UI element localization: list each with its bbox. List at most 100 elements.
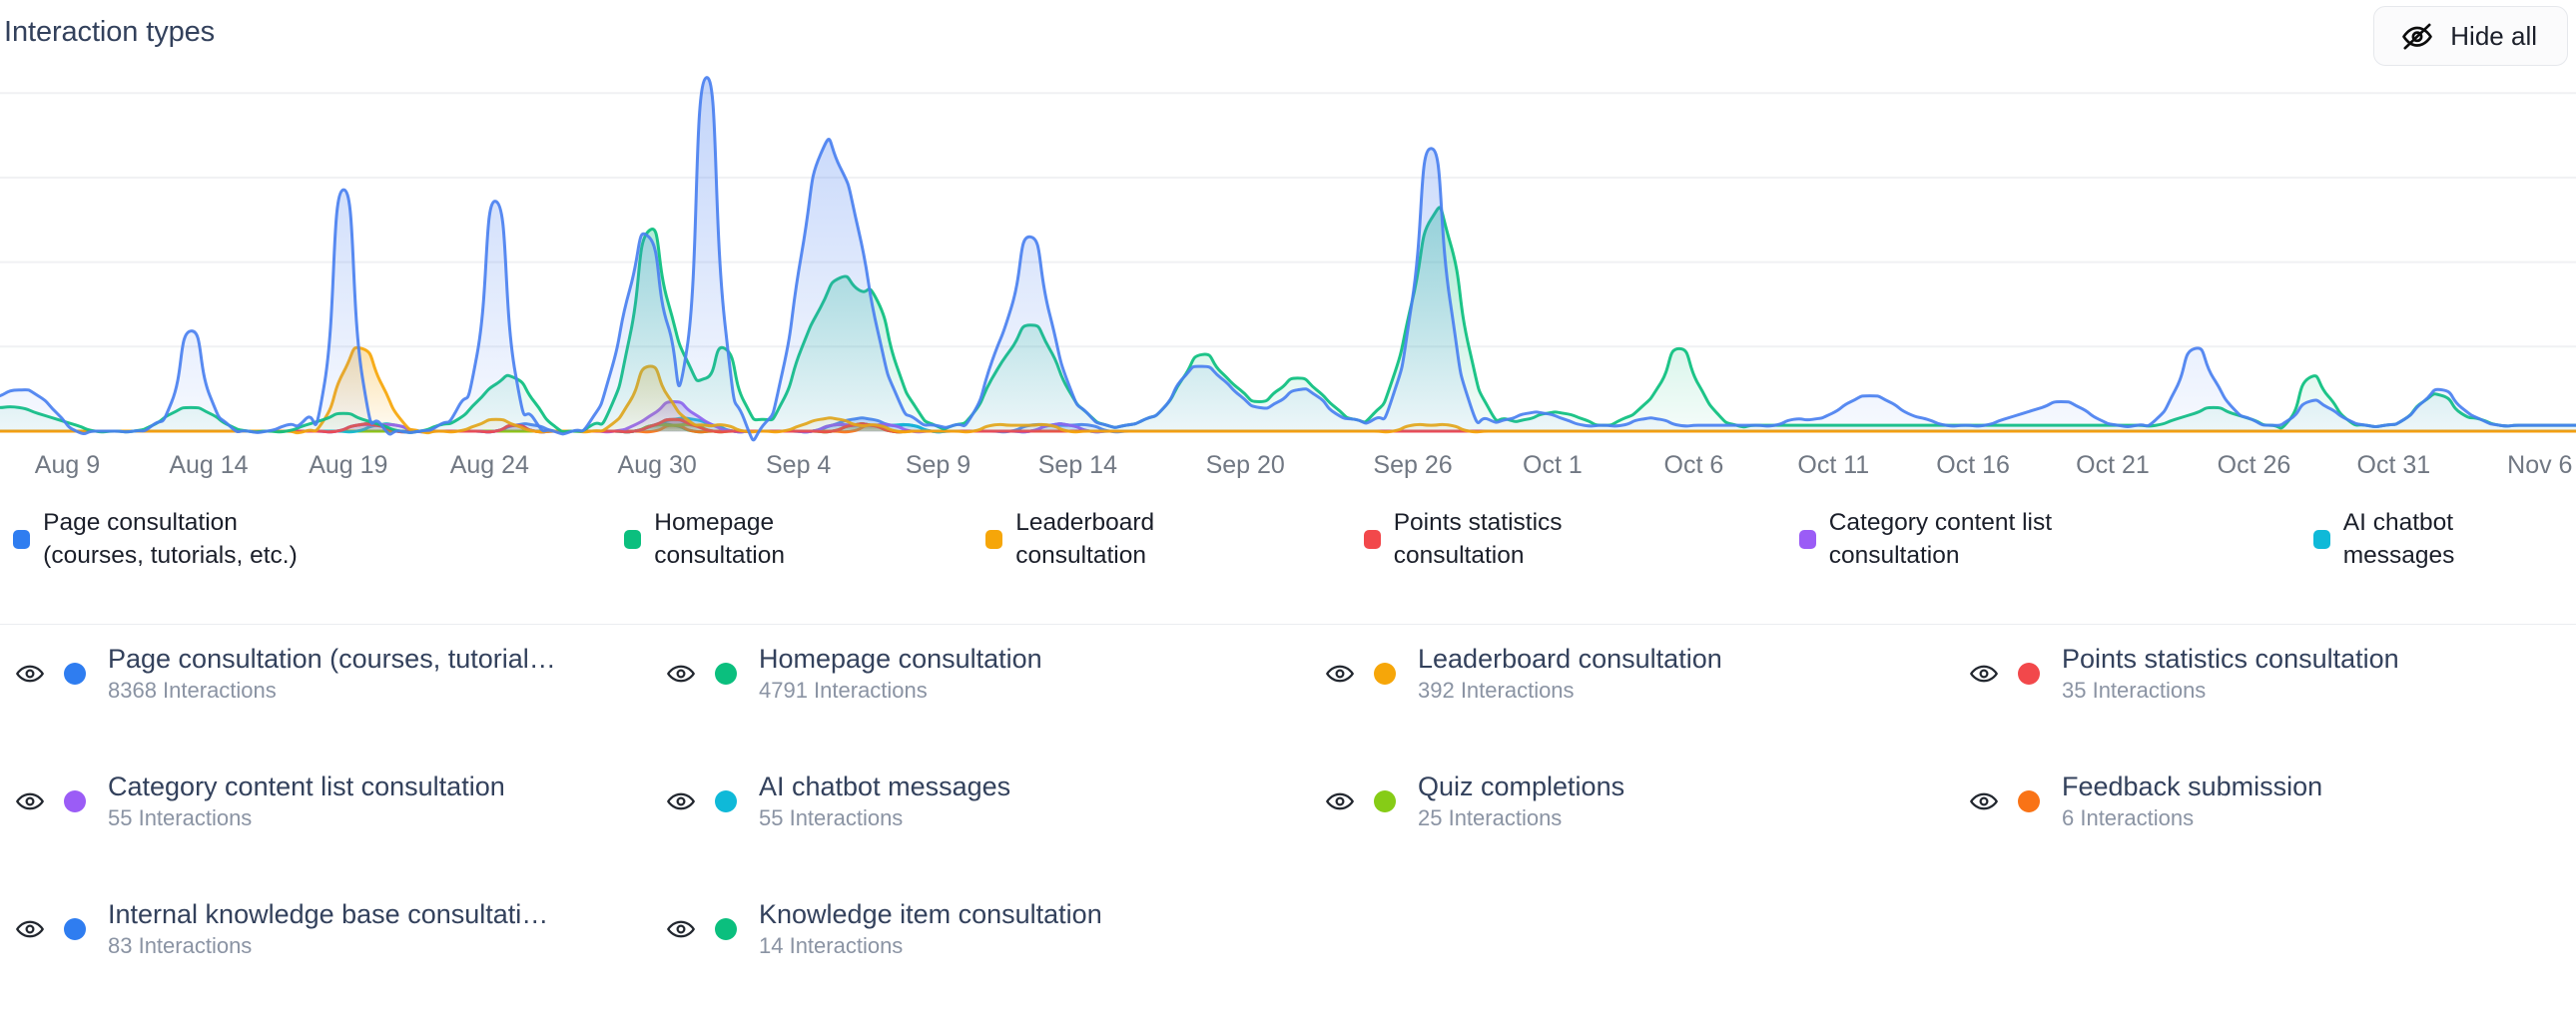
series-label: Page consultation (courses, tutorial…	[108, 644, 556, 674]
chart-canvas[interactable]	[0, 60, 2576, 449]
series-label: Homepage consultation	[759, 644, 1042, 674]
series-list-item[interactable]: Internal knowledge base consultati… 83 In…	[8, 899, 548, 958]
legend-color-swatch	[624, 530, 642, 550]
x-axis-tick: Aug 30	[617, 451, 697, 479]
chart-series-areas	[0, 76, 2576, 442]
series-interaction-count: 55 Interactions	[108, 805, 253, 831]
eye-icon[interactable]	[1962, 779, 2006, 823]
series-line	[0, 76, 2576, 442]
eye-icon[interactable]	[8, 907, 52, 951]
series-list-item[interactable]: Feedback submission 6 Interactions	[1962, 771, 2322, 830]
eye-icon[interactable]	[8, 779, 52, 823]
section-divider	[0, 624, 2576, 625]
series-interaction-count: 14 Interactions	[759, 933, 904, 959]
series-label: Points statistics consultation	[2062, 644, 2399, 674]
legend-color-swatch	[1363, 530, 1381, 550]
series-text-block: Feedback submission 6 Interactions	[2062, 771, 2322, 830]
series-color-dot	[64, 917, 86, 940]
series-interaction-count: 83 Interactions	[108, 933, 253, 959]
eye-icon[interactable]	[8, 652, 52, 696]
x-axis-tick: Oct 1	[1523, 451, 1583, 479]
series-list-item[interactable]: Knowledge item consultation 14 Interactio…	[659, 899, 1102, 958]
x-axis-tick: Aug 24	[449, 451, 529, 479]
series-list-item[interactable]: Category content list consultation 55 Int…	[8, 771, 505, 830]
x-axis-tick: Oct 21	[2076, 451, 2150, 479]
legend-item[interactable]: AI chatbot messages	[2312, 507, 2455, 572]
series-label: Knowledge item consultation	[759, 899, 1102, 929]
chart-x-axis: Aug 9 Aug 14 Aug 19 Aug 24 Aug 30 Sep 4 Sep 9 S…	[0, 451, 2576, 495]
interaction-area-chart[interactable]	[0, 60, 2576, 449]
legend-label: Category content list consultation	[1828, 509, 2053, 569]
x-axis-tick: Oct 31	[2356, 451, 2431, 479]
series-label: Category content list consultation	[108, 771, 505, 801]
x-axis-tick: Sep 26	[1373, 451, 1453, 479]
series-interaction-count: 55 Interactions	[759, 805, 904, 831]
legend-item[interactable]: Leaderboard consultation	[985, 507, 1154, 572]
legend-label: Points statistics consultation	[1393, 509, 1563, 569]
eye-icon[interactable]	[659, 779, 703, 823]
eye-icon[interactable]	[1318, 779, 1362, 823]
x-axis-tick: Nov 6	[2507, 451, 2573, 479]
chart-legend: Page consultation (courses, tutorials, e…	[0, 507, 2576, 595]
x-axis-tick: Oct 26	[2217, 451, 2291, 479]
legend-color-swatch	[2312, 530, 2330, 550]
series-interaction-count: 25 Interactions	[1418, 805, 1563, 831]
series-list-item[interactable]: Page consultation (courses, tutorial… 836…	[8, 644, 556, 703]
series-list-item[interactable]: Leaderboard consultation 392 Interactions	[1318, 644, 1722, 703]
series-label: Internal knowledge base consultati…	[108, 899, 549, 929]
series-interaction-count: 4791 Interactions	[759, 678, 928, 704]
series-list-item[interactable]: AI chatbot messages 55 Interactions	[659, 771, 1010, 830]
series-list-item[interactable]: Quiz completions 25 Interactions	[1318, 771, 1624, 830]
series-label: AI chatbot messages	[759, 771, 1011, 801]
series-text-block: Knowledge item consultation 14 Interactio…	[759, 899, 1102, 958]
series-text-block: Leaderboard consultation 392 Interactions	[1418, 644, 1722, 703]
x-axis-tick: Sep 14	[1037, 451, 1117, 479]
legend-item[interactable]: Points statistics consultation	[1363, 507, 1563, 572]
series-text-block: Category content list consultation 55 Int…	[108, 771, 505, 830]
x-axis-tick: Oct 16	[1936, 451, 2010, 479]
x-axis-tick: Sep 4	[765, 451, 832, 479]
series-area	[0, 77, 2576, 440]
series-interaction-count: 35 Interactions	[2062, 678, 2207, 704]
x-axis-tick: Aug 9	[34, 451, 101, 479]
legend-item[interactable]: Homepage consultation	[624, 507, 785, 572]
series-color-dot	[715, 789, 737, 812]
series-text-block: Page consultation (courses, tutorial… 836…	[108, 644, 556, 703]
legend-item[interactable]: Page consultation (courses, tutorials, e…	[13, 507, 298, 572]
page-title: Interaction types	[4, 16, 216, 48]
hide-all-label: Hide all	[2450, 20, 2537, 51]
legend-label: Leaderboard consultation	[1015, 509, 1155, 569]
series-color-dot	[2018, 662, 2040, 685]
series-list-item[interactable]: Homepage consultation 4791 Interactions	[659, 644, 1042, 703]
legend-label: AI chatbot messages	[2342, 509, 2455, 569]
series-label: Quiz completions	[1418, 771, 1625, 801]
eye-icon[interactable]	[1318, 652, 1362, 696]
series-text-block: Internal knowledge base consultati… 83 In…	[108, 899, 548, 958]
series-list-item[interactable]: Points statistics consultation 35 Interac…	[1962, 644, 2399, 703]
series-text-block: AI chatbot messages 55 Interactions	[759, 771, 1010, 830]
series-color-dot	[1374, 789, 1396, 812]
eye-icon[interactable]	[659, 652, 703, 696]
series-color-dot	[715, 662, 737, 685]
series-color-dot	[715, 917, 737, 940]
x-axis-tick: Oct 11	[1797, 451, 1870, 479]
eye-off-icon	[2400, 19, 2434, 53]
series-toggle-list: Page consultation (courses, tutorial… 836…	[0, 644, 2576, 1013]
legend-label: Homepage consultation	[654, 509, 786, 569]
series-interaction-count: 8368 Interactions	[108, 678, 277, 704]
series-label: Leaderboard consultation	[1418, 644, 1722, 674]
legend-item[interactable]: Category content list consultation	[1798, 507, 2053, 572]
legend-label: Page consultation (courses, tutorials, e…	[43, 509, 298, 569]
x-axis-tick: Sep 9	[905, 451, 971, 479]
eye-icon[interactable]	[1962, 652, 2006, 696]
hide-all-button[interactable]: Hide all	[2373, 6, 2568, 66]
series-interaction-count: 6 Interactions	[2062, 805, 2195, 831]
series-text-block: Quiz completions 25 Interactions	[1418, 771, 1624, 830]
series-color-dot	[2018, 789, 2040, 812]
x-axis-tick: Sep 20	[1205, 451, 1285, 479]
eye-icon[interactable]	[659, 907, 703, 951]
panel-header: Interaction types Hide all	[0, 0, 2576, 72]
series-color-dot	[64, 662, 86, 685]
x-axis-tick: Aug 19	[309, 451, 388, 479]
